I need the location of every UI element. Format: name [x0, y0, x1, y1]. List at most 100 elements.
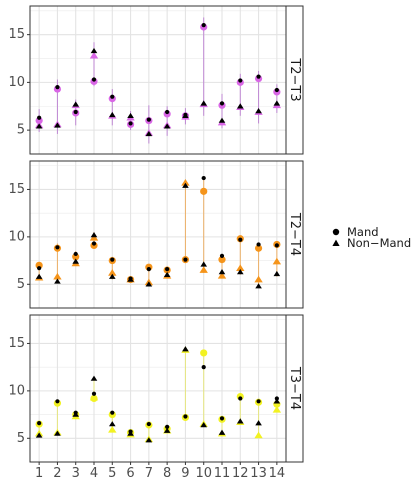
nonmand-black-point: [108, 111, 116, 118]
y-tick-label: 5: [17, 431, 25, 446]
nonmand-black-point: [255, 108, 262, 114]
panel-3: T3−T4 5 10 15: [8, 314, 304, 463]
legend-nonmand-label: Non−Mand: [347, 236, 411, 250]
mand-black-point: [110, 410, 115, 415]
mand-black-point: [91, 77, 97, 82]
nonmand-black-point: [163, 123, 171, 129]
strip-box: [285, 160, 304, 309]
nonmand-black-point: [200, 100, 208, 106]
nonmand-black-point: [200, 422, 208, 428]
mand-black-point: [73, 251, 78, 257]
y-tick-label: 10: [8, 229, 25, 244]
panels-group: T2−T3 5 10 15 T2−T4 5 10 15 T3−T4 5 10 15: [8, 5, 304, 463]
nonmand-black-point: [90, 232, 98, 238]
nonmand-black-point: [218, 117, 226, 123]
x-tick-label: 2: [53, 466, 61, 481]
nonmand-colored-point: [89, 393, 99, 401]
mand-colored-point: [218, 256, 226, 264]
mand-black-point: [55, 245, 60, 250]
nonmand-black-point: [90, 375, 98, 381]
x-tick-label: 4: [90, 466, 98, 481]
nonmand-black-point: [145, 130, 153, 137]
panel-1: T2−T3 5 10 15: [8, 5, 304, 155]
mand-black-point: [256, 74, 261, 79]
strip-box: [285, 314, 304, 463]
mand-black-point: [201, 175, 206, 181]
mand-black-point: [55, 399, 60, 404]
nonmand-black-point: [54, 430, 61, 436]
nonmand-black-point: [182, 346, 189, 352]
nonmand-black-point: [273, 100, 281, 106]
panel-background: [30, 161, 286, 308]
mand-black-point: [37, 421, 42, 426]
nonmand-colored-point: [236, 264, 245, 272]
mand-black-point: [165, 109, 170, 115]
y-tick-label: 10: [8, 383, 25, 398]
nonmand-black-point: [182, 182, 189, 188]
mand-black-point: [238, 237, 243, 242]
legend-mand-symbol: [332, 228, 340, 236]
mand-black-point: [146, 267, 151, 272]
x-axis: 1 2 3 4 5 6 7 8 9 10 11 12 13 14: [35, 462, 285, 481]
x-tick-label: 13: [250, 466, 267, 481]
nonmand-black-point: [54, 278, 61, 284]
strip-label: T2−T3: [287, 57, 302, 101]
mand-black-point: [201, 365, 206, 370]
x-tick-label: 11: [214, 466, 231, 481]
nonmand-black-point: [90, 47, 98, 54]
mand-colored-point: [200, 187, 208, 195]
nonmand-black-point: [236, 418, 244, 424]
mand-black-point: [274, 87, 279, 93]
panel-2: T2−T4 5 10 15: [8, 160, 304, 309]
panel-background: [30, 6, 286, 154]
nonmand-black-point: [236, 103, 244, 109]
panel-background: [30, 315, 286, 462]
mand-black-point: [37, 115, 42, 120]
nonmand-black-point: [218, 268, 226, 275]
nonmand-black-point: [218, 429, 226, 435]
legend-nonmand-symbol: [332, 239, 340, 246]
legend: Mand Non−Mand: [332, 225, 411, 250]
mand-black-point: [55, 85, 60, 90]
mand-black-point: [110, 257, 115, 262]
mand-black-point: [219, 253, 225, 258]
mand-colored-point: [200, 349, 208, 357]
x-tick-label: 8: [163, 466, 171, 481]
nonmand-colored-point: [199, 266, 208, 273]
mand-black-point: [91, 241, 97, 246]
nonmand-black-point: [163, 427, 171, 433]
nonmand-black-point: [145, 437, 153, 443]
mand-colored-point: [254, 244, 263, 252]
mand-black-point: [146, 117, 151, 122]
nonmand-colored-point: [272, 257, 282, 265]
mand-black-point: [183, 414, 188, 419]
mand-black-point: [256, 399, 261, 404]
nonmand-black-point: [127, 276, 134, 282]
nonmand-black-point: [54, 122, 61, 128]
mand-black-point: [201, 22, 206, 28]
x-tick-label: 14: [269, 466, 286, 481]
y-tick-label: 10: [8, 75, 25, 90]
nonmand-colored-point: [89, 51, 99, 59]
nonmand-colored-point: [254, 431, 263, 439]
y-tick-label: 5: [17, 277, 25, 292]
nonmand-black-point: [35, 123, 43, 129]
nonmand-black-point: [236, 268, 244, 275]
mand-black-point: [165, 424, 170, 430]
y-tick-label: 15: [8, 27, 25, 42]
y-tick-label: 15: [8, 336, 25, 351]
nonmand-black-point: [163, 271, 171, 278]
nonmand-colored-point: [108, 425, 117, 433]
nonmand-colored-point: [181, 179, 190, 186]
x-tick-label: 3: [72, 466, 80, 481]
legend-mand-label: Mand: [347, 225, 379, 239]
nonmand-colored-point: [108, 269, 117, 276]
nonmand-black-point: [182, 112, 189, 119]
mand-black-point: [238, 78, 243, 83]
y-tick-label: 15: [8, 182, 25, 197]
mand-black-point: [128, 121, 133, 126]
x-tick-label: 7: [145, 466, 153, 481]
nonmand-black-point: [145, 281, 153, 287]
nonmand-black-point: [72, 101, 80, 107]
